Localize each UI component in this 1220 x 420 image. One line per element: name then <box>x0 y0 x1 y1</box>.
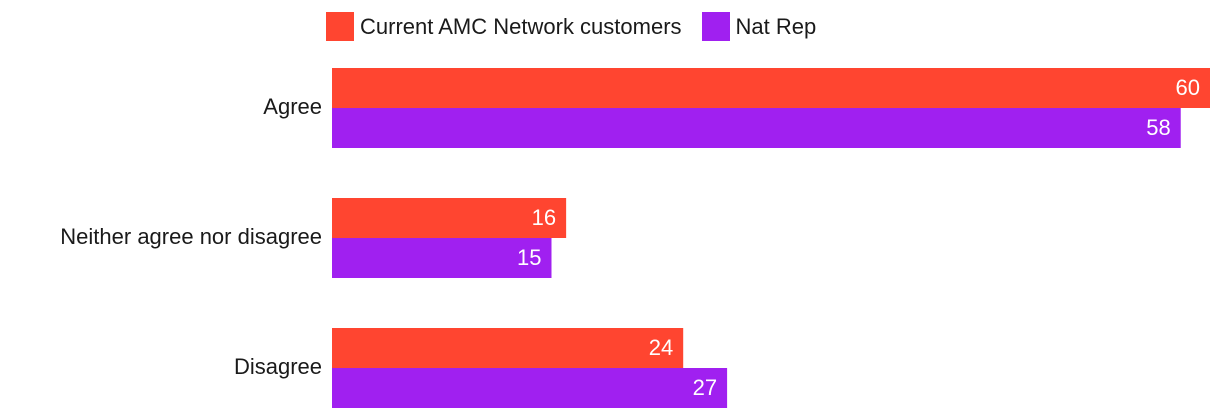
category-label: Neither agree nor disagree <box>60 224 322 249</box>
category-label: Agree <box>263 94 322 119</box>
data-label: 27 <box>693 375 717 400</box>
data-label: 60 <box>1176 75 1200 100</box>
bar <box>332 368 728 408</box>
category-label: Disagree <box>234 354 322 379</box>
bar <box>332 68 1210 108</box>
legend-item-nat-rep: Nat Rep <box>701 12 817 41</box>
bar <box>332 198 567 238</box>
legend: Current AMC Network customers Nat Rep <box>326 12 836 41</box>
legend-swatch-nat-rep <box>701 12 730 41</box>
data-label: 24 <box>649 335 673 360</box>
bar <box>332 328 684 368</box>
legend-item-current-amc: Current AMC Network customers <box>326 12 682 41</box>
data-label: 58 <box>1146 115 1170 140</box>
legend-label-current-amc: Current AMC Network customers <box>360 13 682 39</box>
legend-swatch-current-amc <box>326 12 354 41</box>
data-label: 16 <box>532 205 556 230</box>
bar <box>332 108 1181 148</box>
legend-label-nat-rep: Nat Rep <box>735 13 817 39</box>
data-label: 15 <box>517 245 541 270</box>
bar <box>332 238 552 278</box>
